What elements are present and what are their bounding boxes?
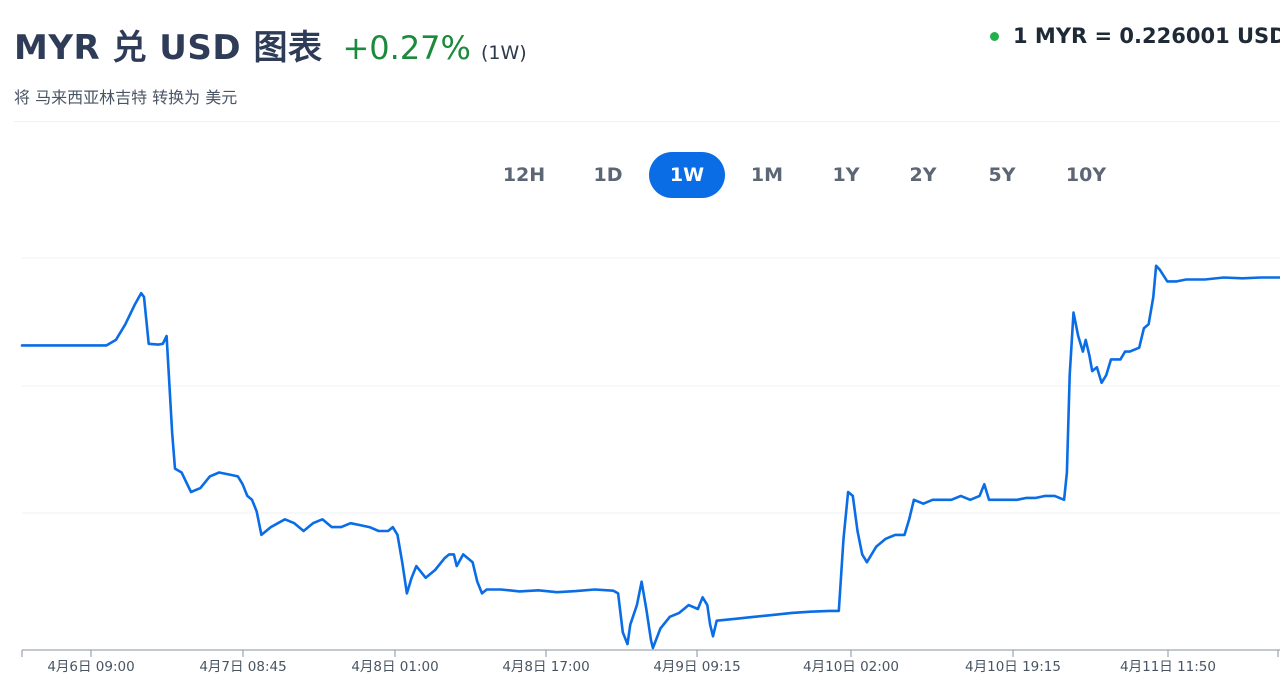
- tab-1y[interactable]: 1Y: [832, 164, 860, 186]
- series-line-0: [20, 264, 1280, 650]
- percent-change: +0.27%: [342, 29, 471, 67]
- period-label: (1W): [480, 42, 527, 64]
- live-status-dot-icon: [990, 31, 999, 41]
- x-tick-label: 4月10日 02:00: [803, 659, 899, 675]
- page-title: MYR 兑 USD 图表: [14, 28, 323, 68]
- x-tick-label: 4月7日 08:45: [199, 659, 286, 675]
- x-tick-label: 4月11日 11:50: [1120, 659, 1216, 675]
- conversion-subtitle: 将 马来西亚林吉特 转换为 美元: [14, 88, 238, 107]
- tab-12h[interactable]: 12H: [502, 164, 546, 186]
- x-tick-label: 4月8日 17:00: [502, 659, 589, 675]
- x-tick-label: 4月8日 01:00: [351, 659, 438, 675]
- header-divider: [14, 121, 1280, 122]
- tab-1m[interactable]: 1M: [750, 164, 784, 186]
- tab-5y[interactable]: 5Y: [988, 164, 1016, 186]
- tab-1w[interactable]: 1W: [649, 152, 725, 198]
- tab-10y[interactable]: 10Y: [1065, 164, 1107, 186]
- x-tick-label: 4月9日 09:15: [653, 659, 740, 675]
- chart-header: MYR 兑 USD 图表 +0.27% (1W): [14, 20, 527, 69]
- time-range-tabs: 12H 1D 1W 1M 1Y 2Y 5Y 10Y: [488, 152, 1128, 198]
- exchange-rate-chart[interactable]: 4月6日 09:00 4月7日 08:45 4月8日 01:00 4月8日 17:00…: [0, 240, 1280, 683]
- tab-2y[interactable]: 2Y: [909, 164, 937, 186]
- chart-series: [20, 264, 1280, 650]
- rate-text: 1 MYR = 0.226001 USD: [1013, 24, 1280, 48]
- x-axis: 4月6日 09:00 4月7日 08:45 4月8日 01:00 4月8日 17:00…: [21, 649, 1280, 675]
- tab-1d[interactable]: 1D: [593, 164, 623, 186]
- x-tick-label: 4月10日 19:15: [965, 659, 1061, 675]
- current-rate: 1 MYR = 0.226001 USD: [990, 24, 1280, 48]
- x-tick-label: 4月6日 09:00: [47, 659, 134, 675]
